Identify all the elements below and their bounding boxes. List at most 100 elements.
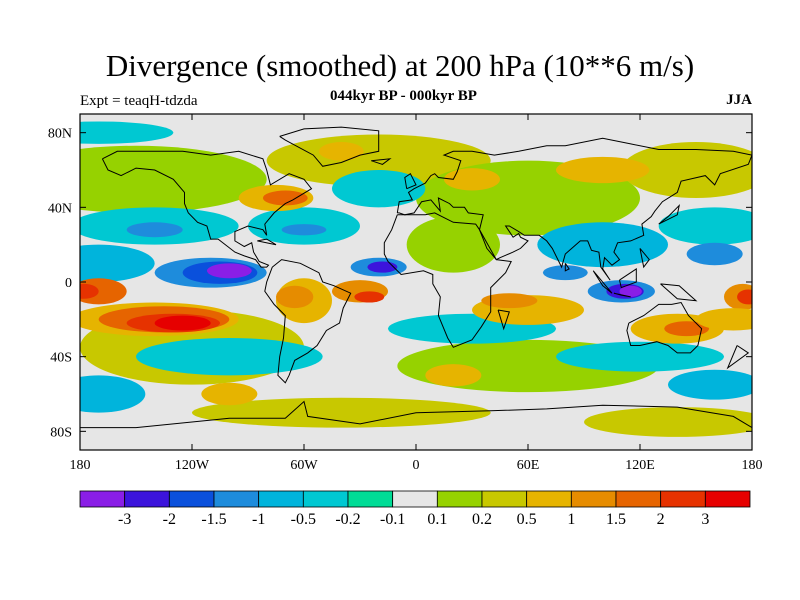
map-area (80, 114, 752, 450)
field-blob (658, 207, 752, 245)
field-blob (276, 285, 314, 309)
field-blob (354, 291, 385, 303)
colorbar-label: 2 (657, 511, 665, 528)
field-blob (136, 338, 323, 376)
period-subtitle: 044kyr BP - 000kyr BP (330, 88, 477, 104)
colorbar-swatch (124, 490, 170, 508)
coastline (726, 345, 750, 370)
field-blob (556, 156, 650, 184)
colorbar-label: -2 (163, 511, 176, 528)
field-blob (621, 142, 752, 198)
colorbar-label: -1.5 (201, 511, 226, 528)
x-tick-label: 0 (413, 458, 420, 473)
field-blob (556, 341, 724, 372)
field-blob (481, 293, 538, 309)
field-blob (584, 407, 752, 437)
x-tick-label: 60W (290, 458, 318, 473)
field-blob (80, 244, 155, 282)
field-blob (80, 283, 99, 299)
colorbar-label: 0.1 (427, 511, 447, 528)
colorbar-swatch (347, 490, 394, 508)
coastline (660, 283, 698, 302)
field-blob (668, 369, 752, 400)
coastline (80, 400, 752, 429)
coastline (257, 238, 277, 246)
colorbar-label: -3 (118, 511, 131, 528)
colorbar-swatch (704, 490, 751, 508)
coastline (396, 137, 752, 281)
colorbar-label: -0.1 (380, 511, 405, 528)
coastline (371, 158, 392, 165)
colorbar-swatch (436, 490, 483, 508)
colorbar-label: 0.5 (517, 511, 537, 528)
colorbar-label: -0.2 (335, 511, 360, 528)
field-blob (192, 397, 491, 428)
y-tick-label: 80N (48, 127, 72, 142)
coastline (404, 172, 417, 190)
colorbar-label: -1 (252, 511, 265, 528)
coastline (497, 309, 510, 331)
x-tick-label: 120W (175, 458, 210, 473)
season-label: JJA (726, 92, 752, 108)
colorbar-label: 1.5 (606, 511, 626, 528)
colorbar-label: 0.2 (472, 511, 492, 528)
field-blob (80, 278, 127, 305)
coastline (626, 301, 703, 354)
field-blob (154, 315, 211, 331)
colorbar-label: 1 (567, 511, 575, 528)
colorbar-swatch (570, 490, 617, 508)
coastline (101, 150, 313, 268)
field-blob (332, 170, 426, 208)
colorbar-swatch (392, 490, 438, 508)
y-tick-label: 0 (65, 276, 72, 291)
colorbar-label: -0.5 (291, 511, 316, 528)
coastline (613, 292, 631, 298)
x-tick-label: 120E (625, 458, 655, 473)
experiment-label: Expt = teaqH-tdzda (80, 93, 198, 109)
y-axis: 80N 40N 0 40S 80S (48, 127, 752, 440)
coastline (639, 248, 650, 269)
colorbar-swatch (79, 490, 126, 508)
colorbar-swatch (615, 490, 662, 508)
field-blob (367, 261, 398, 273)
colorbar-swatch (660, 490, 706, 508)
coastline (383, 212, 512, 348)
coastline (564, 263, 570, 272)
colorbar-swatch (168, 490, 215, 508)
colorbar-swatch (302, 490, 349, 508)
colorbar-swatch (258, 490, 304, 508)
field-blob (80, 375, 146, 413)
coastline (279, 126, 380, 167)
field-blob (318, 142, 364, 161)
coastline (658, 203, 681, 225)
coastlines (80, 126, 752, 429)
x-tick-label: 180 (742, 458, 763, 473)
colorbar-swatch (213, 490, 260, 508)
colorbar-swatch (481, 490, 528, 508)
field-blob (737, 289, 752, 305)
field-blob (425, 364, 482, 387)
figure-title: Divergence (smoothed) at 200 hPa (10**6 … (105, 48, 695, 83)
field-blob (406, 216, 501, 273)
colorbar-swatch (526, 490, 572, 508)
field-blob (262, 190, 308, 206)
field-blob (80, 145, 267, 213)
field-blob (444, 168, 500, 191)
y-tick-label: 40N (48, 201, 72, 216)
field-blob (206, 263, 252, 279)
field-blob (281, 224, 327, 236)
coastline (619, 267, 637, 289)
x-tick-label: 60E (517, 458, 540, 473)
field-blob (126, 222, 183, 238)
colorbar: -3 -2 -1.5 -1 -0.5 -0.2 -0.1 0.1 0.2 0.5 1 1.5 2 3 (79, 490, 751, 528)
field-blob (696, 308, 752, 331)
coastline (592, 270, 613, 294)
y-tick-label: 80S (50, 425, 72, 440)
field-blob (619, 285, 642, 297)
coastline (264, 259, 352, 384)
field-blob (201, 382, 258, 406)
field-blob (80, 121, 174, 144)
field-blob (537, 222, 669, 268)
